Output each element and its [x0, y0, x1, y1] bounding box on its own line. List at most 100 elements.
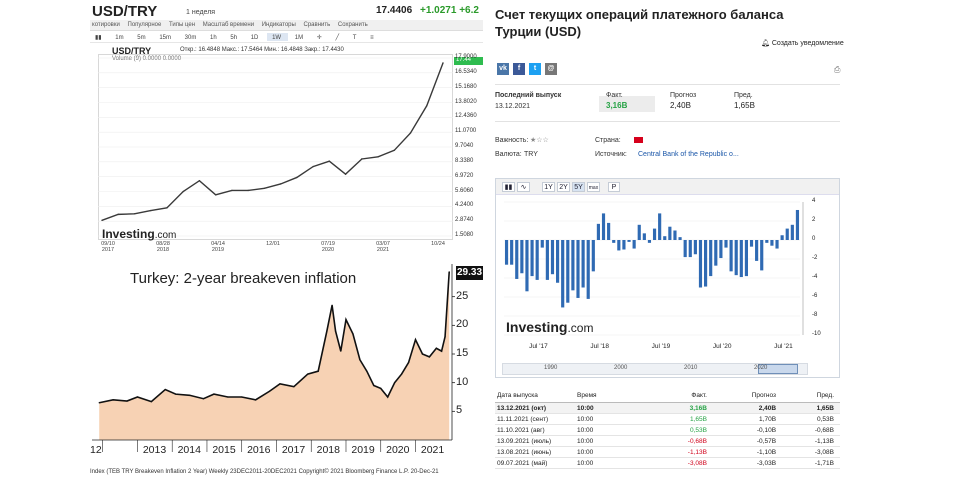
- timeframe-1mo[interactable]: 1M: [294, 35, 304, 41]
- current-account-bar[interactable]: [734, 240, 738, 276]
- table-row[interactable]: 13.09.2021 (июль) 10:00 -0,68B -0,57B -1,13B: [495, 435, 840, 447]
- current-account-bar[interactable]: [719, 240, 723, 259]
- current-account-bar[interactable]: [586, 240, 590, 299]
- current-account-bar[interactable]: [540, 240, 544, 248]
- draw-line-icon[interactable]: ╱: [335, 35, 340, 41]
- current-account-bar[interactable]: [673, 230, 677, 241]
- current-account-bar[interactable]: [790, 224, 794, 240]
- current-account-bar[interactable]: [647, 240, 652, 243]
- share-twitter-icon[interactable]: t: [529, 63, 541, 75]
- current-account-bar[interactable]: [510, 240, 514, 265]
- current-account-bar[interactable]: [755, 240, 759, 261]
- current-account-bar[interactable]: [515, 240, 519, 279]
- current-account-bar[interactable]: [556, 240, 560, 283]
- current-account-bar[interactable]: [566, 240, 570, 303]
- current-account-bar[interactable]: [724, 240, 728, 248]
- current-account-bar[interactable]: [683, 240, 687, 258]
- create-alert-button[interactable]: 🔔︎ Создать уведомление: [761, 39, 844, 47]
- range-2y[interactable]: 2Y: [557, 182, 570, 192]
- range-max[interactable]: max: [587, 182, 600, 192]
- current-account-bar[interactable]: [652, 228, 657, 240]
- current-account-bar[interactable]: [617, 240, 621, 251]
- text-tool-icon[interactable]: T: [352, 35, 357, 41]
- current-account-bar[interactable]: [637, 224, 641, 240]
- range-5y[interactable]: 5Y: [572, 182, 585, 192]
- current-account-bar[interactable]: [760, 240, 764, 271]
- candles-icon[interactable]: ▮▮: [95, 35, 102, 41]
- menu-item-time-scale[interactable]: Масштаб времени: [202, 22, 255, 28]
- timeframe-15m[interactable]: 15m: [159, 35, 171, 41]
- current-account-bar[interactable]: [739, 240, 743, 278]
- navigator-handle[interactable]: [758, 364, 798, 374]
- current-account-bar[interactable]: [688, 240, 692, 258]
- menu-item-quotes[interactable]: котировки: [92, 22, 120, 28]
- current-account-bar[interactable]: [622, 240, 626, 250]
- current-account-bar[interactable]: [504, 240, 509, 265]
- current-account-bar[interactable]: [550, 240, 555, 275]
- current-account-bar[interactable]: [749, 240, 754, 247]
- current-account-bar[interactable]: [571, 240, 575, 291]
- share-email-icon[interactable]: @: [545, 63, 557, 75]
- menu-item-save[interactable]: Сохранить: [337, 22, 368, 28]
- print-icon[interactable]: ⎙: [834, 65, 841, 74]
- current-account-bar[interactable]: [678, 237, 682, 240]
- source-link[interactable]: Central Bank of the Republic o...: [638, 151, 739, 158]
- current-account-bar[interactable]: [704, 240, 708, 287]
- current-account-bar[interactable]: [632, 240, 636, 249]
- current-account-bar[interactable]: [642, 233, 646, 240]
- current-account-bar[interactable]: [581, 240, 585, 288]
- range-1y[interactable]: 1Y: [542, 182, 555, 192]
- current-account-bar[interactable]: [596, 223, 600, 240]
- current-account-bar[interactable]: [520, 240, 524, 274]
- current-account-bar[interactable]: [561, 240, 565, 308]
- current-account-bar[interactable]: [770, 240, 774, 246]
- line-chart-icon[interactable]: ∿: [517, 182, 530, 192]
- fib-tool-icon[interactable]: ≡: [370, 35, 374, 41]
- current-account-bar[interactable]: [775, 240, 779, 249]
- current-account-bar[interactable]: [729, 240, 733, 272]
- bar-chart-icon[interactable]: ▮▮: [502, 182, 515, 192]
- menu-item-popular[interactable]: Популярное: [127, 22, 162, 28]
- current-account-bar[interactable]: [627, 240, 631, 242]
- share-vk-icon[interactable]: vk: [497, 63, 509, 75]
- table-row[interactable]: 09.07.2021 (май) 10:00 -3,08B -3,03B -1,71B: [495, 457, 840, 469]
- timeframe-1w[interactable]: 1W: [267, 33, 289, 41]
- current-account-bar[interactable]: [612, 240, 616, 243]
- current-account-bar[interactable]: [744, 240, 748, 277]
- crosshair-icon[interactable]: ✛: [316, 35, 322, 41]
- share-facebook-icon[interactable]: f: [513, 63, 525, 75]
- current-account-bar[interactable]: [693, 240, 697, 255]
- menu-item-indicators[interactable]: Индикаторы: [261, 22, 296, 28]
- current-account-bar[interactable]: [714, 240, 718, 266]
- range-navigator[interactable]: [502, 363, 808, 375]
- current-account-bar[interactable]: [709, 240, 713, 277]
- current-account-bar[interactable]: [576, 240, 580, 298]
- current-account-bar[interactable]: [785, 228, 789, 240]
- current-account-bar[interactable]: [530, 240, 534, 277]
- table-row[interactable]: 11.10.2021 (авг) 10:00 0,53B -0,10B -0,68B: [495, 424, 840, 436]
- current-account-bar[interactable]: [591, 240, 595, 272]
- current-account-bar[interactable]: [765, 240, 769, 243]
- current-account-bar[interactable]: [658, 213, 662, 240]
- current-account-bar[interactable]: [698, 240, 703, 288]
- timeframe-5m[interactable]: 5m: [137, 35, 146, 41]
- timeframe-30m[interactable]: 30m: [184, 35, 197, 41]
- current-account-bar[interactable]: [601, 213, 606, 240]
- menu-item-compare[interactable]: Сравнить: [303, 22, 331, 28]
- timeframe-5h[interactable]: 5h: [230, 35, 238, 41]
- current-account-bar[interactable]: [545, 240, 549, 280]
- current-account-bar[interactable]: [607, 222, 611, 240]
- current-account-bar[interactable]: [668, 226, 672, 240]
- table-row[interactable]: 11.11.2021 (сент) 10:00 1,65B 1,70B 0,53B: [495, 413, 840, 425]
- timeframe-1m[interactable]: 1m: [115, 35, 124, 41]
- menu-item-price-types[interactable]: Типы цен: [169, 22, 196, 28]
- table-row[interactable]: 13.12.2021 (окт) 10:00 3,16B 2,40B 1,65B: [495, 402, 840, 414]
- current-account-bar[interactable]: [780, 235, 784, 240]
- current-account-bar[interactable]: [795, 209, 800, 240]
- current-account-bar[interactable]: [525, 240, 529, 292]
- timeframe-1d[interactable]: 1D: [250, 35, 259, 41]
- current-account-bar[interactable]: [663, 236, 667, 240]
- current-account-bar[interactable]: [535, 240, 539, 280]
- p-button[interactable]: P: [608, 182, 620, 192]
- timeframe-1h[interactable]: 1h: [210, 35, 217, 41]
